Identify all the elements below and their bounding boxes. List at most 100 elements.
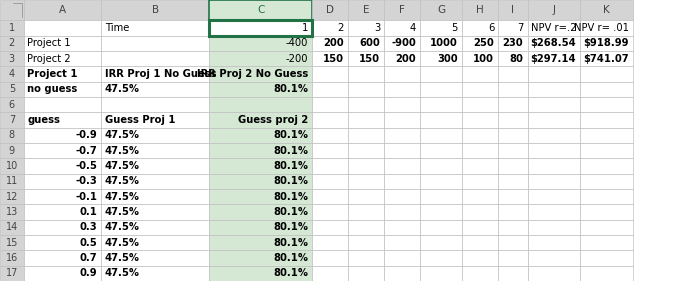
Text: 47.5%: 47.5% [105, 176, 140, 186]
Bar [580, 266, 633, 281]
Bar [312, 143, 348, 158]
Bar [498, 0, 528, 20]
Bar [209, 36, 312, 51]
Text: -0.5: -0.5 [76, 161, 97, 171]
Bar [528, 204, 580, 220]
Bar [528, 189, 580, 204]
Bar [312, 128, 348, 143]
Bar [384, 36, 420, 51]
Bar [462, 51, 498, 66]
Bar [420, 112, 462, 128]
Text: 5: 5 [452, 23, 458, 33]
Bar [101, 51, 209, 66]
Text: I: I [512, 5, 514, 15]
Bar [0, 143, 24, 158]
Bar [0, 97, 24, 112]
Text: 1: 1 [302, 23, 308, 33]
Bar [420, 266, 462, 281]
Bar [462, 158, 498, 174]
Bar [0, 36, 24, 51]
Bar [348, 204, 384, 220]
Bar [580, 51, 633, 66]
Bar [209, 189, 312, 204]
Bar [209, 81, 312, 97]
Bar [462, 189, 498, 204]
Bar [498, 235, 528, 250]
Bar [384, 204, 420, 220]
Bar [24, 20, 101, 36]
Bar [0, 235, 24, 250]
Bar [209, 97, 312, 112]
Bar [101, 220, 209, 235]
Text: Project 1: Project 1 [27, 38, 71, 48]
Bar [209, 235, 312, 250]
Bar [101, 112, 209, 128]
Text: D: D [326, 5, 334, 15]
Bar [420, 189, 462, 204]
Text: 1: 1 [302, 23, 308, 33]
Text: 80.1%: 80.1% [273, 207, 308, 217]
Bar [209, 158, 312, 174]
Bar [24, 266, 101, 281]
Text: 100: 100 [473, 54, 494, 64]
Bar [580, 97, 633, 112]
Text: 13: 13 [6, 207, 18, 217]
Bar [24, 66, 101, 81]
Bar [348, 189, 384, 204]
Bar [24, 189, 101, 204]
Text: 200: 200 [395, 54, 416, 64]
Bar [209, 250, 312, 266]
Text: 80.1%: 80.1% [273, 146, 308, 156]
Bar [580, 66, 633, 81]
Bar [24, 97, 101, 112]
Bar [101, 235, 209, 250]
Bar [348, 0, 384, 20]
Text: 150: 150 [359, 54, 380, 64]
Bar [580, 189, 633, 204]
Bar [498, 143, 528, 158]
Text: 80.1%: 80.1% [273, 130, 308, 140]
Bar [528, 0, 580, 20]
Text: 10: 10 [6, 161, 18, 171]
Bar [0, 81, 24, 97]
Bar [498, 128, 528, 143]
Bar [348, 36, 384, 51]
Bar [101, 204, 209, 220]
Bar [24, 112, 101, 128]
Bar [462, 20, 498, 36]
Bar [528, 220, 580, 235]
Text: 200: 200 [323, 38, 344, 48]
Bar [384, 189, 420, 204]
Bar [209, 220, 312, 235]
Bar [312, 97, 348, 112]
Bar [312, 66, 348, 81]
Bar [384, 20, 420, 36]
Text: 17: 17 [6, 268, 18, 278]
Text: 230: 230 [502, 38, 523, 48]
Bar [312, 112, 348, 128]
Text: 4: 4 [410, 23, 416, 33]
Text: 47.5%: 47.5% [105, 222, 140, 232]
Bar [420, 174, 462, 189]
Text: 47.5%: 47.5% [105, 253, 140, 263]
Bar [348, 20, 384, 36]
Text: K: K [603, 5, 610, 15]
Bar [580, 81, 633, 97]
Text: -200: -200 [286, 54, 308, 64]
Bar [312, 189, 348, 204]
Bar [24, 204, 101, 220]
Bar [0, 220, 24, 235]
Text: 4: 4 [9, 69, 15, 79]
Bar [312, 220, 348, 235]
Text: 80.1%: 80.1% [273, 222, 308, 232]
Bar [348, 81, 384, 97]
Text: 250: 250 [473, 38, 494, 48]
Bar [462, 143, 498, 158]
Bar [101, 189, 209, 204]
Text: 2: 2 [338, 23, 344, 33]
Bar [420, 235, 462, 250]
Text: -0.1: -0.1 [75, 192, 97, 202]
Bar [580, 174, 633, 189]
Bar [498, 266, 528, 281]
Bar [24, 220, 101, 235]
